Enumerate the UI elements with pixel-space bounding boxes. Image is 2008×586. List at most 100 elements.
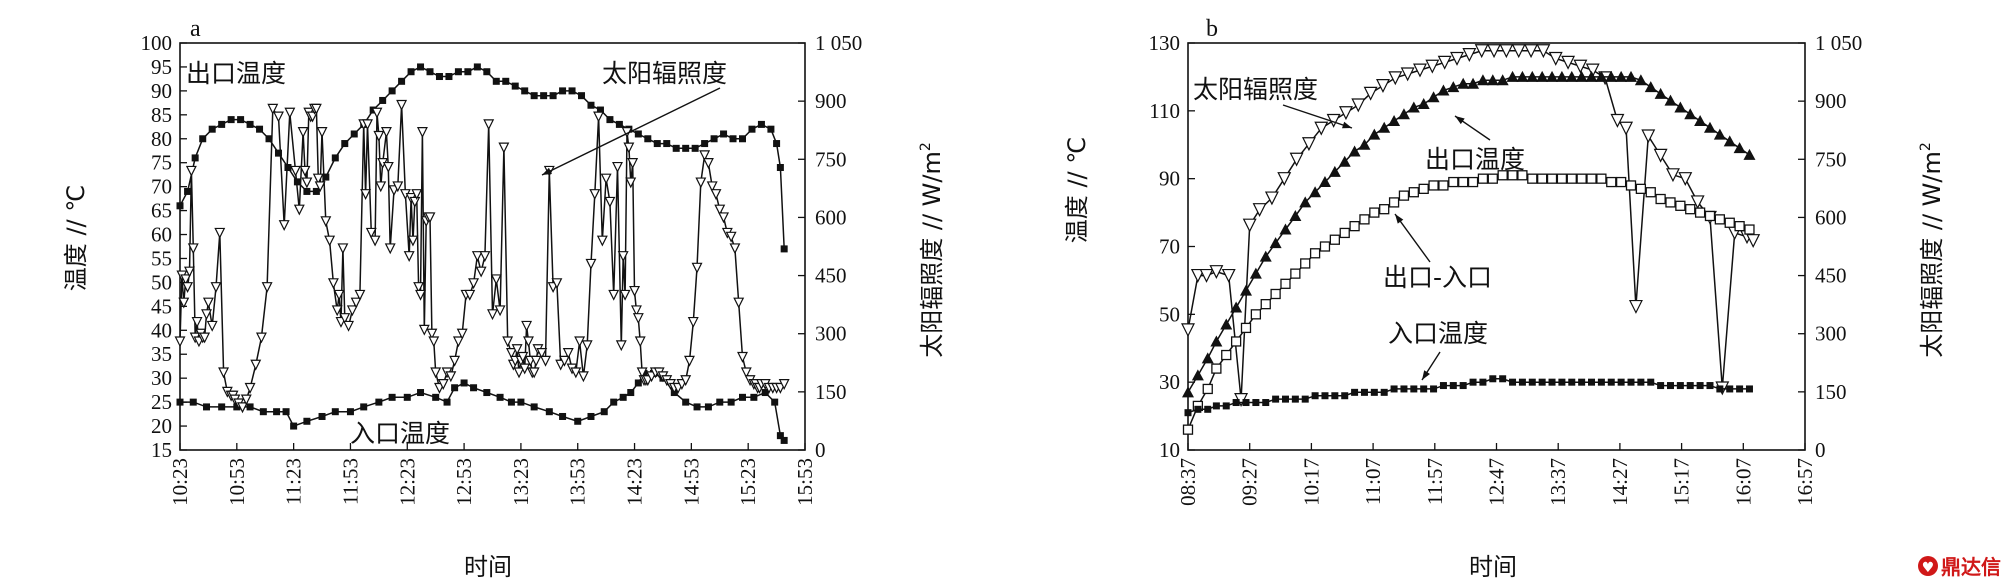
panel-b-ytick-left-label: 50 — [1159, 302, 1180, 326]
panel-a-ytick-left-label: 25 — [151, 390, 172, 414]
panel-a-series-0-point — [682, 144, 690, 152]
panel-a-series-2-point — [710, 189, 722, 201]
panel-b-series-1-point — [1447, 81, 1460, 93]
panel-b-series-2-point — [1398, 190, 1410, 201]
panel-a-xtick-label: 13:53 — [566, 458, 590, 506]
panel-b-series-0-point — [1301, 137, 1316, 152]
panel-b-series-0-point — [1619, 121, 1634, 136]
panel-a-series-2-point — [382, 161, 394, 173]
panel-a-series-0-point — [672, 144, 680, 152]
panel-b-ytick-left-label: 10 — [1159, 438, 1180, 462]
panel-a-series-0-point — [644, 135, 652, 143]
panel-a-series-0-point — [379, 96, 387, 104]
panel-a-series-2-point — [273, 111, 284, 123]
panel-a-annot-outlet: 出口温度 — [186, 59, 286, 88]
panel-a-series-0-point — [587, 101, 595, 109]
panel-a-series-0-point — [284, 163, 292, 171]
panel-b-series-1-point — [1191, 369, 1204, 381]
panel-b-series-1-point — [1220, 318, 1233, 330]
panel-a-series-2-point — [632, 313, 644, 325]
logo: ♥ 鼎达信 — [1918, 555, 2001, 579]
panel-a-ytick-left-label: 60 — [151, 223, 172, 247]
panel-b-series-1-point — [1476, 74, 1489, 86]
panel-a-series-2-point — [464, 289, 476, 301]
panel-b-xtick-label: 09:27 — [1238, 458, 1262, 506]
panel-a-series-1-point — [574, 417, 582, 425]
panel-a-series-2-point — [729, 243, 741, 255]
panel-a-series-1-point — [203, 403, 211, 411]
panel-a-series-2-point — [617, 251, 629, 263]
panel-a-series-1-point — [432, 393, 440, 401]
panel-b-series-3-point — [1370, 388, 1378, 396]
panel-a-series-0-point — [227, 116, 235, 124]
panel-a-series-0-point — [274, 149, 282, 157]
panel-b-xtick-label: 10:17 — [1299, 458, 1323, 506]
panel-b-series-3-point — [1272, 395, 1280, 403]
panel-a-series-0-point — [559, 87, 567, 95]
panel-a-ytick-right-label: 0 — [815, 438, 826, 462]
panel-b-series-0-point — [1221, 268, 1236, 283]
panel-b-series-3-point — [1479, 378, 1487, 386]
panel-b-series-2-point — [1182, 424, 1194, 435]
panel-a-series-2-point — [202, 297, 214, 309]
panel-b-series-1-point — [1279, 223, 1292, 235]
panel-a-series-0-point — [191, 154, 199, 162]
panel-b-series-2-point — [1734, 220, 1745, 232]
panel-a-series-2-point — [623, 142, 635, 154]
panel-a-ytick-left-label: 100 — [141, 31, 173, 55]
panel-a-series-0-point — [445, 73, 453, 81]
panel-b-series-3-point — [1548, 378, 1556, 386]
panel-b-series-2-point — [1576, 173, 1587, 184]
panel-a-series-0-point — [293, 178, 301, 186]
panel-a-series-1-point — [388, 393, 396, 401]
panel-b-series-3-point — [1666, 382, 1674, 390]
panel-a-series-0-point — [312, 187, 320, 195]
panel-a-ytick-right-label: 1 050 — [815, 31, 862, 55]
panel-a-series-2-point — [511, 344, 523, 356]
panel-b-series-1-point — [1713, 128, 1726, 140]
panel-a-series-2-point — [339, 313, 351, 325]
panel-a-series-2-point — [577, 371, 589, 383]
panel-b-series-2-point — [1290, 268, 1301, 279]
panel-a-ytick-left-label: 50 — [151, 270, 172, 294]
panel-a-series-2-point — [244, 382, 256, 394]
panel-b-series-0-point — [1289, 152, 1304, 167]
panel-b-series-1-point — [1634, 74, 1647, 86]
panel-a-series-2-point — [702, 158, 714, 170]
panel-b-ytick-left-label: 90 — [1159, 167, 1180, 191]
panel-a-series-2-point — [428, 336, 440, 348]
panel-a-series-0-point — [691, 144, 699, 152]
panel-a-series-0-point — [350, 130, 358, 138]
panel-a-series-1-point — [627, 389, 635, 397]
panel-b-series-2-point — [1497, 170, 1508, 181]
panel-b-series-1-point — [1595, 70, 1608, 82]
panel-a-series-0-point — [492, 77, 500, 85]
panel-a-series-2-point — [267, 103, 279, 115]
panel-b-series-3-point — [1637, 378, 1645, 386]
panel-a-series-1-point — [303, 417, 311, 425]
panel-a-series-1-point — [776, 432, 784, 440]
panel-a-series-2-point — [498, 142, 510, 154]
panel-a-series-1-point — [761, 389, 769, 397]
panel-b-series-0-point — [1181, 323, 1195, 338]
panel-b-series-1-point — [1182, 386, 1194, 398]
panel-a-series-2-point — [456, 328, 468, 340]
panel-a-ylabel-right: 太阳辐照度 // W/m2 — [918, 142, 946, 358]
panel-a-series-2-point — [706, 181, 718, 193]
panel-b-series-3-point — [1430, 385, 1438, 393]
panel-b-series-line-3 — [1187, 378, 1750, 414]
panel-b-ytick-right-label: 450 — [1815, 264, 1847, 288]
panel-a-series-2-point — [375, 181, 387, 193]
panel-b-series-2-point — [1260, 299, 1271, 310]
panel-b-series-1-point — [1615, 70, 1628, 82]
panel-a-series-1-point — [716, 398, 724, 406]
panel-b-series-3-point — [1351, 388, 1359, 396]
panel-a-series-0-point — [208, 125, 216, 133]
panel-a-ylabel-right-sup: 2 — [918, 142, 934, 151]
panel-b-xtick-label: 13:37 — [1546, 458, 1570, 506]
panel-a-series-1-point — [259, 408, 267, 416]
panel-a-series-2-point — [416, 127, 428, 138]
panel-a-series-1-point — [517, 398, 525, 406]
panel-a-series-0-point — [720, 130, 728, 138]
panel-a-series-2-point — [360, 189, 372, 201]
